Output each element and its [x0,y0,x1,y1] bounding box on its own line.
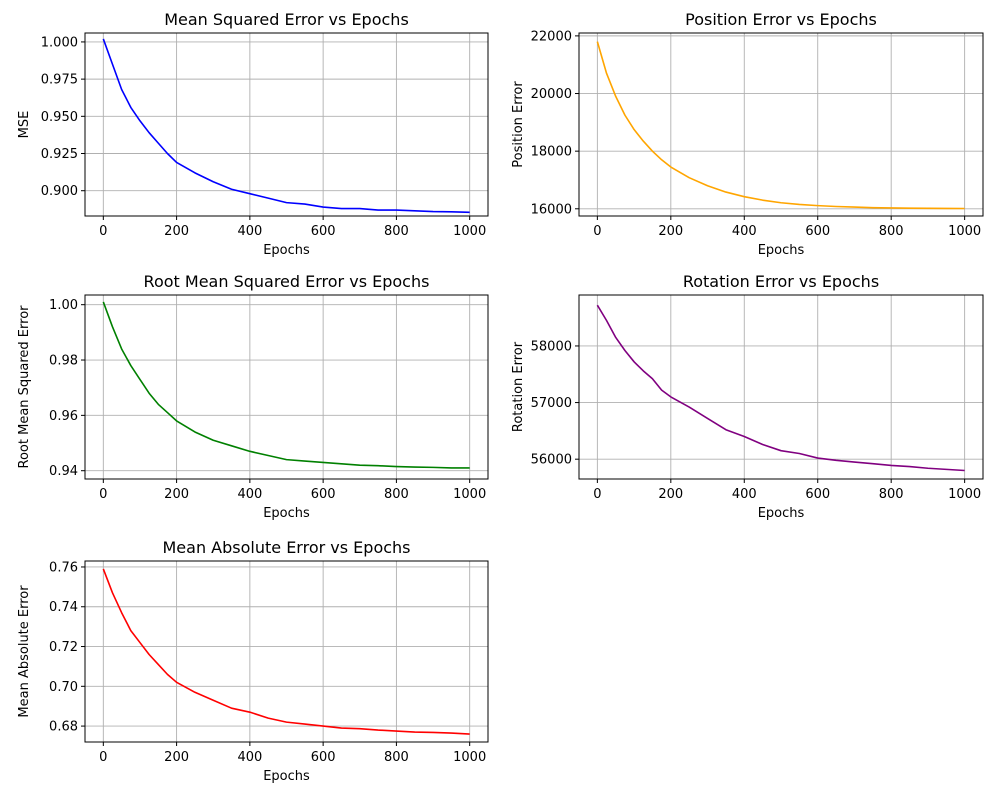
y-tick-label: 0.72 [49,640,78,655]
y-tick-label: 0.94 [49,464,78,479]
x-tick-label: 400 [732,487,757,502]
x-tick-label: 800 [879,224,904,239]
x-tick-label: 800 [384,750,409,765]
series-line-rmse-0 [102,301,470,469]
y-tick-label: 0.70 [49,680,78,695]
chart-title: Root Mean Squared Error vs Epochs [144,272,430,291]
y-tick-label: 22000 [531,29,572,44]
x-tick-label: 1000 [948,224,981,239]
axes-frame [578,32,984,217]
subplot-position: 0 200 400 600 800 1000 16000 18000 20000 22000 Pos… [511,10,984,258]
x-tick-label: 200 [164,750,189,765]
x-axis-label: Epochs [758,243,805,258]
series-line-mae-0 [102,568,470,735]
y-tick-label: 0.76 [49,560,78,575]
x-tick-label: 200 [164,224,189,239]
x-tick-label: 600 [805,487,830,502]
chart-title: Rotation Error vs Epochs [683,272,879,291]
y-tick-label: 0.74 [49,600,78,615]
y-tick-label: 1.000 [41,35,78,50]
series-line-rotation-0 [596,304,965,472]
x-tick-label: 400 [237,224,262,239]
y-axis-label: Root Mean Squared Error [17,305,32,469]
y-tick-label: 57000 [531,396,572,411]
x-tick-label: 0 [99,224,107,239]
subplot-mae: 0 200 400 600 800 1000 0.68 0.70 0.72 0.74 0.76 Mea… [17,538,489,784]
y-tick-label: 18000 [531,145,572,160]
x-axis-label: Epochs [263,506,310,521]
y-axis-label: MSE [17,111,32,139]
x-tick-label: 1000 [453,750,486,765]
y-tick-label: 58000 [531,339,572,354]
x-tick-label: 800 [384,487,409,502]
x-tick-label: 400 [237,750,262,765]
x-tick-label: 600 [311,224,336,239]
x-tick-label: 400 [237,487,262,502]
x-tick-label: 0 [593,224,601,239]
chart-title: Mean Squared Error vs Epochs [164,10,409,29]
y-tick-label: 0.975 [41,73,78,88]
x-tick-label: 200 [658,224,683,239]
x-tick-label: 1000 [453,487,486,502]
y-tick-label: 56000 [531,453,572,468]
x-tick-label: 1000 [948,487,981,502]
x-tick-label: 0 [99,487,107,502]
y-tick-label: 0.950 [41,110,78,125]
x-tick-label: 600 [311,487,336,502]
y-tick-label: 0.68 [49,720,78,735]
x-tick-label: 0 [593,487,601,502]
x-axis-label: Epochs [263,243,310,258]
x-axis-label: Epochs [758,506,805,521]
x-axis-label: Epochs [263,769,310,784]
y-axis-label: Mean Absolute Error [17,585,32,718]
y-axis-label: Position Error [511,81,526,168]
y-tick-label: 0.98 [49,354,78,369]
series-line-mse-0 [102,38,470,214]
chart-title: Mean Absolute Error vs Epochs [163,538,411,557]
y-tick-label: 20000 [531,87,572,102]
series-line-position-0 [596,41,965,210]
y-tick-label: 1.00 [49,298,78,313]
x-tick-label: 1000 [453,224,486,239]
x-tick-label: 200 [164,487,189,502]
chart-title: Position Error vs Epochs [685,10,877,29]
y-tick-label: 0.925 [41,147,78,162]
subplot-rotation: 0 200 400 600 800 1000 56000 57000 58000 Rotation… [511,272,984,521]
x-tick-label: 600 [805,224,830,239]
axes-frame [84,560,489,743]
y-axis-label: Rotation Error [511,341,526,432]
x-tick-label: 200 [658,487,683,502]
subplot-rmse: 0 200 400 600 800 1000 0.94 0.96 0.98 1.00 Root Me… [17,272,489,521]
x-tick-label: 800 [384,224,409,239]
axes-frame [84,32,489,217]
y-tick-label: 0.96 [49,409,78,424]
subplot-mse: 0 200 400 600 800 1000 0.900 0.925 0.950 0.975 1.0… [17,10,489,258]
axes-frame [84,294,489,480]
y-tick-label: 0.900 [41,184,78,199]
axes-frame [578,294,984,480]
y-tick-label: 16000 [531,202,572,217]
x-tick-label: 0 [99,750,107,765]
x-tick-label: 400 [732,224,757,239]
x-tick-label: 800 [879,487,904,502]
x-tick-label: 600 [311,750,336,765]
